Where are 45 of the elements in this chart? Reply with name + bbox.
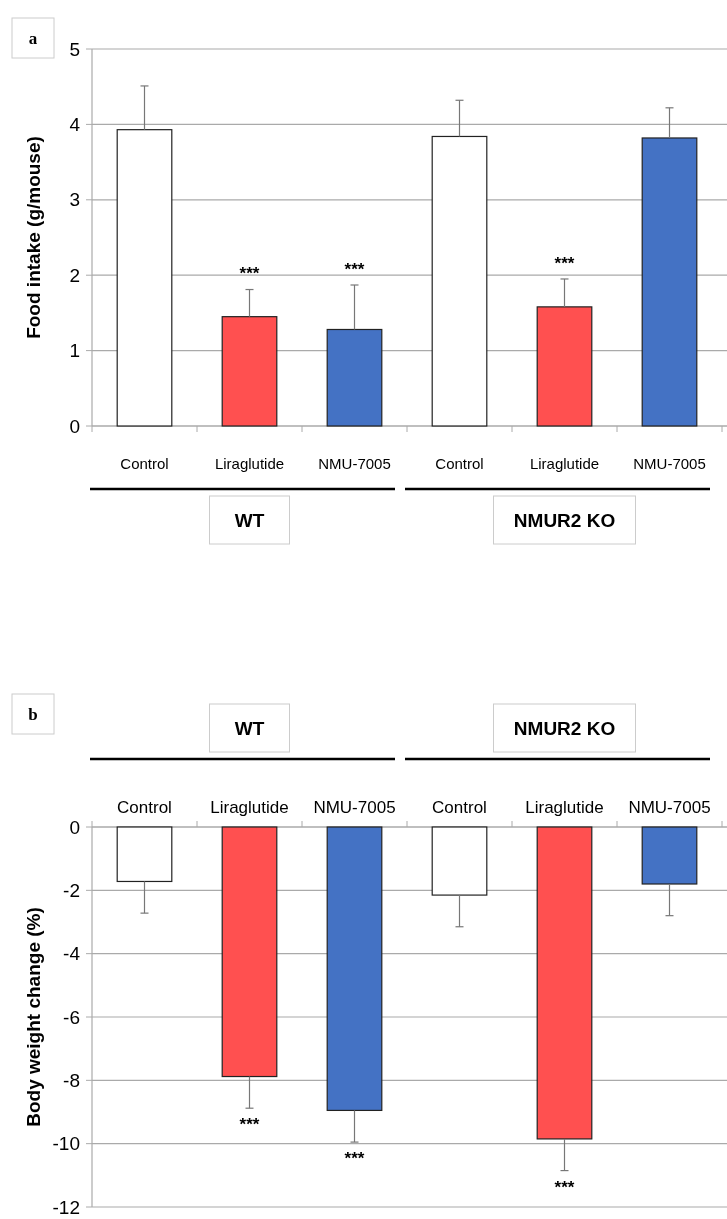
chart-title: a (28, 29, 38, 48)
data-label: *** (554, 1177, 575, 1197)
y-tick-label: -6 (63, 1006, 80, 1028)
x-tick-label: Liraglutide (210, 797, 289, 817)
y-tick-label: 3 (69, 189, 80, 211)
y-tick-label: -8 (63, 1069, 80, 1091)
y-tick-label: -12 (52, 1196, 80, 1218)
bar (536, 306, 593, 427)
y-tick-label: 4 (69, 114, 81, 136)
y-tick-label: 0 (69, 816, 80, 838)
data-label: *** (344, 1149, 365, 1169)
chart-title: b (28, 705, 38, 724)
x-tick-label: Liraglutide (525, 797, 604, 817)
y-tick-label: -2 (63, 879, 80, 901)
y-axis-title: Body weight change (%) (23, 907, 44, 1127)
data-label: *** (239, 1115, 260, 1135)
data-label: *** (239, 264, 260, 284)
bar (326, 328, 383, 427)
x-tick-label: Control (117, 797, 172, 817)
data-label: *** (344, 259, 365, 279)
bar (431, 135, 488, 427)
x-tick-label: Control (435, 455, 484, 473)
x-tick-label: Liraglutide (529, 455, 600, 473)
y-tick-label: -4 (63, 943, 81, 965)
x-tick-label: Control (120, 455, 169, 473)
x-tick-label: NMU-7005 (318, 455, 391, 473)
bar (116, 129, 173, 427)
y-tick-label: 1 (69, 340, 80, 362)
text: NMUR2 KO (513, 509, 616, 531)
x-tick-label: Control (432, 797, 487, 817)
text: WT (234, 717, 265, 739)
bar (221, 316, 278, 427)
text: WT (234, 509, 265, 531)
x-tick-label: NMU-7005 (628, 797, 711, 817)
y-tick-label: 0 (69, 415, 80, 437)
y-tick-label: -10 (52, 1133, 80, 1155)
y-tick-label: 2 (69, 264, 80, 286)
text: NMUR2 KO (513, 717, 616, 739)
x-tick-label: NMU-7005 (633, 455, 706, 473)
y-tick-label: 5 (69, 38, 80, 60)
y-axis-title: Food intake (g/mouse) (23, 136, 44, 339)
bar (641, 137, 698, 427)
x-tick-label: NMU-7005 (313, 797, 396, 817)
data-label: *** (554, 253, 575, 273)
x-tick-label: Liraglutide (214, 455, 285, 473)
